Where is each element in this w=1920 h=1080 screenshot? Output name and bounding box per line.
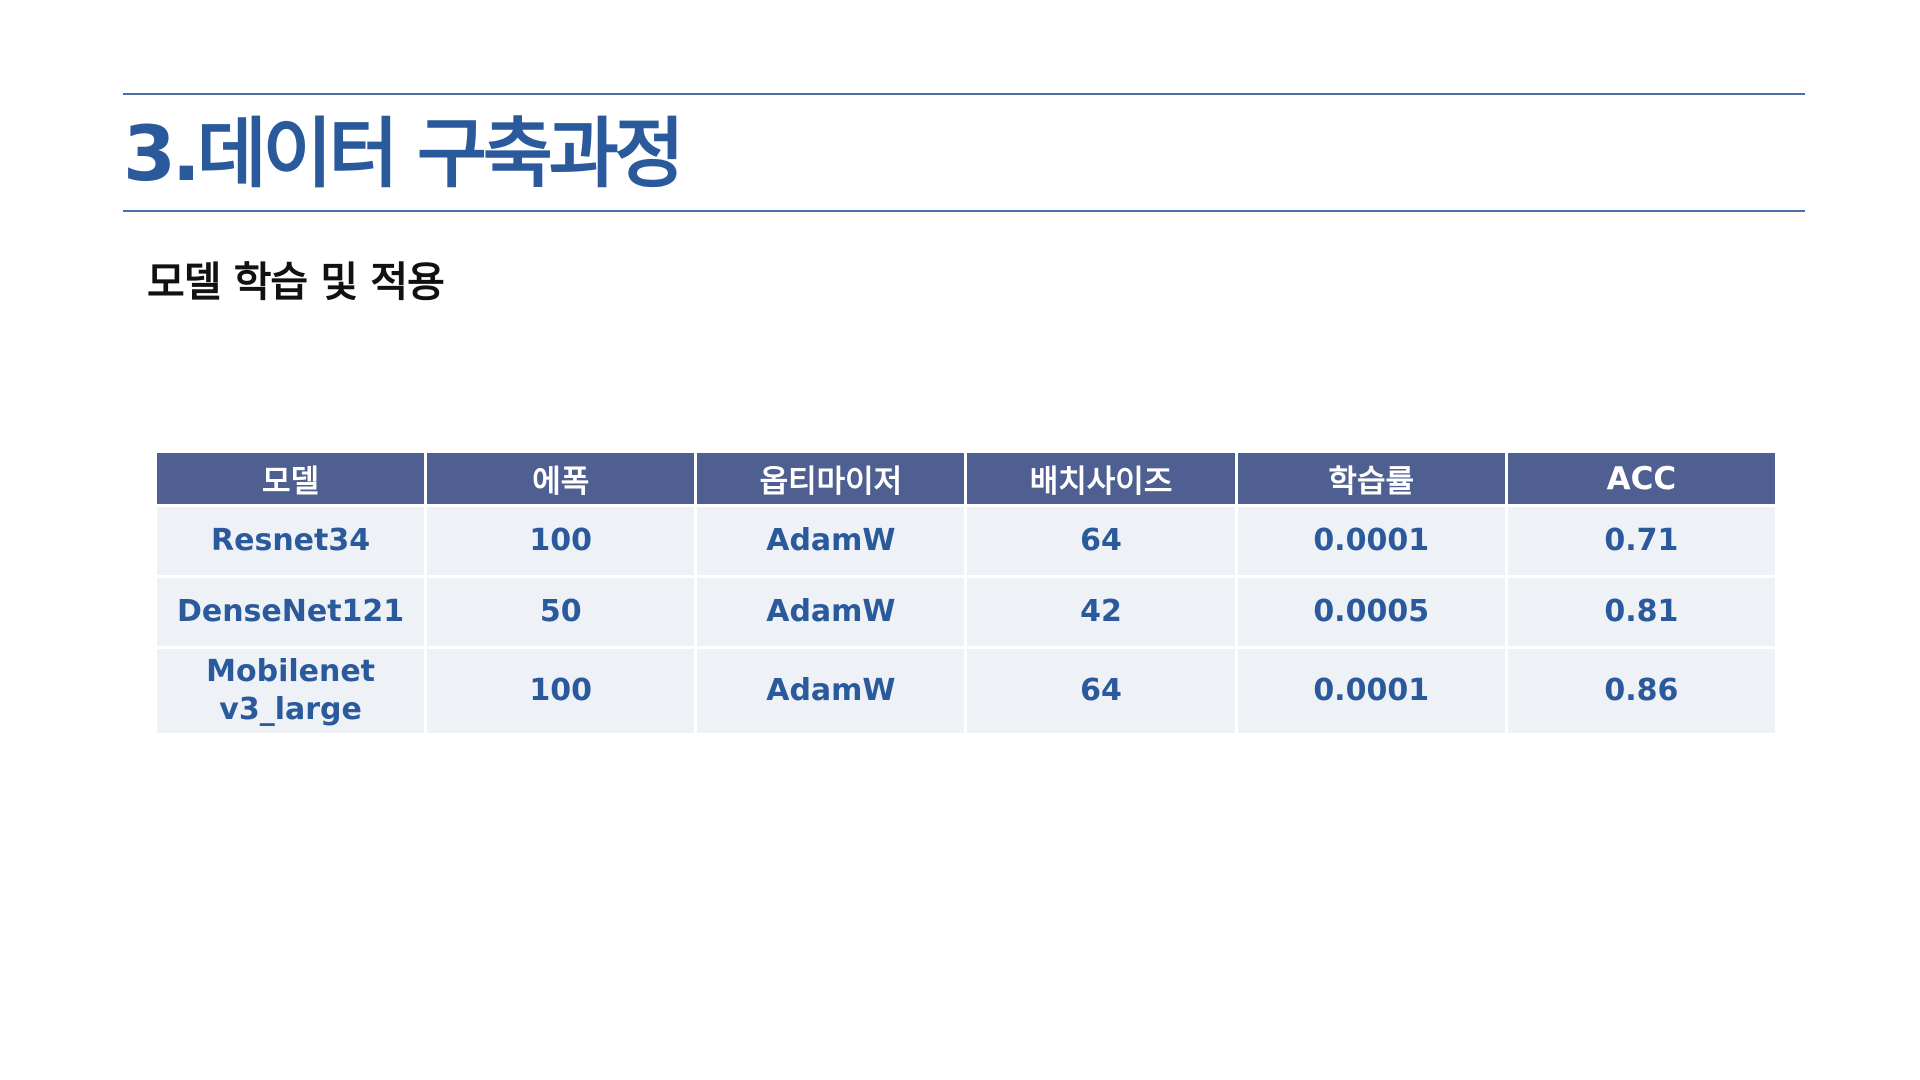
cell-learning-rate: 0.0001 xyxy=(1237,649,1505,733)
cell-learning-rate: 0.0005 xyxy=(1237,578,1505,646)
model-results-table: 모델 에폭 옵티마이저 배치사이즈 학습률 ACC Resnet34 100 A… xyxy=(154,450,1778,736)
section-subtitle: 모델 학습 및 적용 xyxy=(147,258,445,306)
bottom-divider xyxy=(123,210,1805,212)
cell-learning-rate: 0.0001 xyxy=(1237,507,1505,575)
cell-batch-size: 64 xyxy=(967,649,1235,733)
table-row: DenseNet121 50 AdamW 42 0.0005 0.81 xyxy=(157,578,1775,646)
cell-model: DenseNet121 xyxy=(157,578,425,646)
page-title: 3.데이터 구축과정 xyxy=(123,109,685,198)
cell-batch-size: 42 xyxy=(967,578,1235,646)
header-epoch: 에폭 xyxy=(427,453,695,504)
cell-epoch: 50 xyxy=(427,578,695,646)
cell-epoch: 100 xyxy=(427,507,695,575)
header-model: 모델 xyxy=(157,453,425,504)
cell-model: Mobilenet v3_large xyxy=(157,649,425,733)
table-row: Mobilenet v3_large 100 AdamW 64 0.0001 0… xyxy=(157,649,1775,733)
cell-optimizer: AdamW xyxy=(697,578,965,646)
table-header-row: 모델 에폭 옵티마이저 배치사이즈 학습률 ACC xyxy=(157,453,1775,504)
cell-acc: 0.71 xyxy=(1507,507,1775,575)
cell-epoch: 100 xyxy=(427,649,695,733)
cell-acc: 0.86 xyxy=(1507,649,1775,733)
top-divider xyxy=(123,93,1805,95)
header-learning-rate: 학습률 xyxy=(1237,453,1505,504)
cell-optimizer: AdamW xyxy=(697,507,965,575)
cell-acc: 0.81 xyxy=(1507,578,1775,646)
header-optimizer: 옵티마이저 xyxy=(697,453,965,504)
cell-batch-size: 64 xyxy=(967,507,1235,575)
cell-model: Resnet34 xyxy=(157,507,425,575)
header-batch-size: 배치사이즈 xyxy=(967,453,1235,504)
header-acc: ACC xyxy=(1507,453,1775,504)
table-row: Resnet34 100 AdamW 64 0.0001 0.71 xyxy=(157,507,1775,575)
cell-optimizer: AdamW xyxy=(697,649,965,733)
